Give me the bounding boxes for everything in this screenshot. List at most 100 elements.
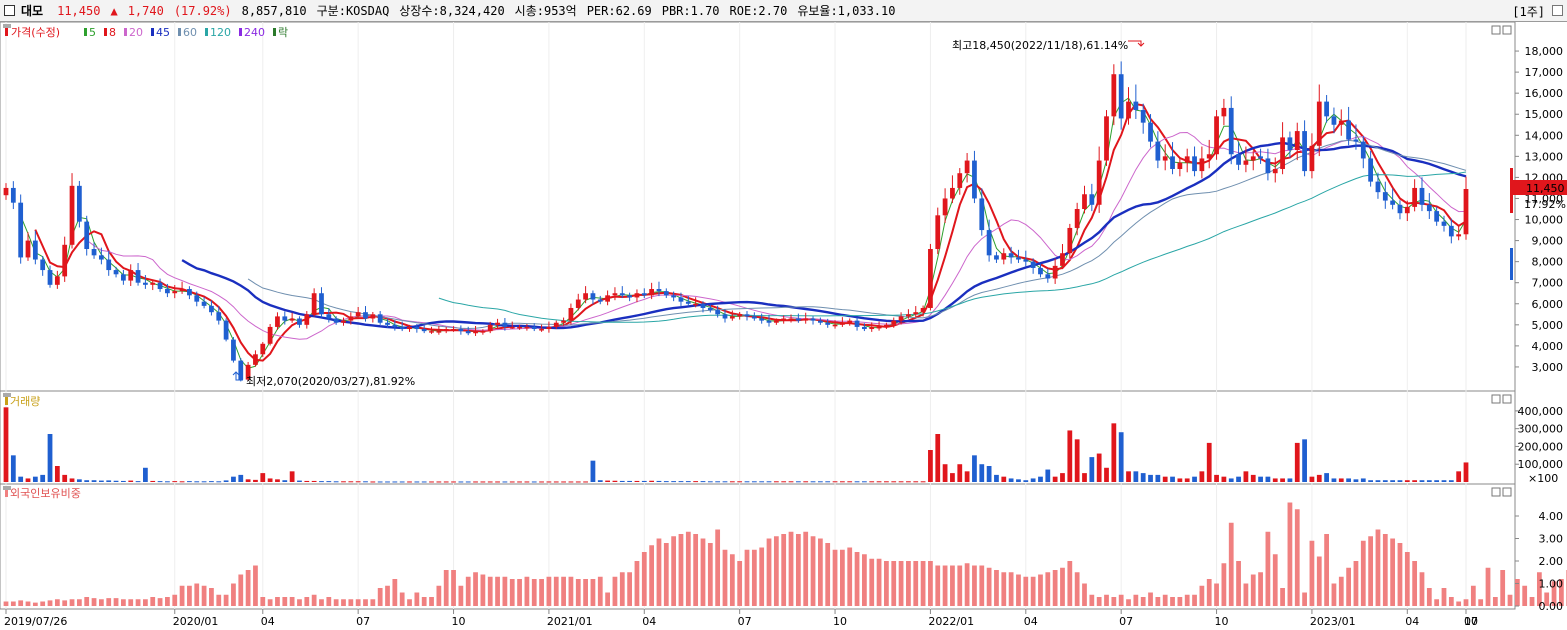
candle-body (751, 316, 757, 319)
foreign-bar (495, 576, 500, 606)
candle-body (1250, 156, 1256, 161)
foreign-bar (10, 601, 16, 606)
foreign-bar (994, 570, 999, 606)
close-icon[interactable] (1552, 5, 1563, 16)
foreign-bar (392, 579, 398, 606)
foreign-bar (1485, 567, 1491, 606)
legend-item-6: 240 (244, 26, 265, 39)
volume-bar (1302, 439, 1307, 482)
stock-chart[interactable]: 3,000 4,000 5,000 6,000 7,000 8,000 9,000 10,00… (0, 22, 1567, 630)
volume-bar (825, 481, 831, 483)
low-annotation: 최저2,070(2020/03/27),81.92% (246, 375, 415, 388)
volume-bar (759, 481, 765, 483)
select-checkbox[interactable] (4, 5, 15, 16)
close-icon (1502, 394, 1512, 404)
foreign-bar (1060, 567, 1065, 606)
volume-bar (1206, 442, 1212, 482)
foreign-bar (722, 549, 728, 606)
volume-bar (854, 481, 860, 483)
foreign-bar (744, 549, 750, 606)
foreign-bar (1038, 574, 1043, 606)
volume-bar (370, 481, 376, 483)
foreign-bar (847, 547, 853, 606)
candle-body (1016, 257, 1021, 260)
candle-body (172, 291, 178, 294)
panel-buttons[interactable] (3, 24, 1512, 497)
candle-body (1265, 158, 1271, 174)
foreign-bar (1272, 554, 1278, 606)
volume-bar (135, 481, 141, 483)
foreign-bar (553, 576, 559, 606)
candle-body (1184, 156, 1190, 163)
foreign-bar (1346, 567, 1351, 606)
volume-bar (341, 481, 346, 483)
volume-bar (693, 481, 699, 483)
candle-body (377, 314, 383, 323)
price-tick-label: 4,000 (1532, 340, 1564, 353)
volume-bar (524, 481, 530, 483)
legend-item-1: 8 (109, 26, 116, 39)
legend-main: 가격(수정) (11, 26, 60, 39)
foreign-bar (69, 599, 75, 606)
foreign-bar (1067, 561, 1073, 606)
minimize-icon (1491, 487, 1501, 497)
foreign-bar (465, 576, 471, 606)
minimize-icon (1491, 394, 1501, 404)
volume-bar (143, 467, 148, 482)
volume-bar (1412, 480, 1418, 482)
candle-body (986, 230, 992, 256)
volume-bar (627, 480, 633, 482)
candle-body (319, 293, 324, 315)
candle-body (619, 293, 625, 296)
candle-body (862, 326, 867, 330)
volume-bar (76, 479, 82, 482)
foreign-bar (1448, 597, 1454, 606)
volume-bar (209, 481, 214, 483)
volume-bar (363, 481, 368, 483)
foreign-bar (1140, 597, 1146, 606)
candle-body (1082, 194, 1087, 209)
market-cap: 시총:953억 (514, 4, 577, 18)
period-selector[interactable]: [1주] (1512, 5, 1545, 19)
volume-bar (509, 481, 515, 483)
volume-bar (1214, 474, 1219, 482)
volume-bar (84, 480, 90, 482)
volume-bar (906, 481, 911, 483)
foreign-bar (619, 572, 625, 606)
candle-body (884, 324, 889, 327)
foreign-bar (561, 576, 566, 606)
date-tick-label: 04 (1405, 615, 1419, 628)
volume-bar (414, 481, 420, 483)
foreign-bar (685, 531, 691, 606)
foreign-bar (143, 599, 148, 606)
foreign-bar (1492, 597, 1498, 606)
candle-body (311, 293, 317, 315)
candle-body (1074, 209, 1080, 228)
volume-bar (1126, 471, 1131, 482)
foreign-bar (964, 563, 970, 606)
foreign-bar (1162, 594, 1168, 606)
price-tick-label: 15,000 (1525, 108, 1564, 121)
candle-body (1228, 107, 1234, 155)
foreign-bar (715, 529, 721, 606)
volume-bar (253, 479, 258, 482)
volume-bar (311, 480, 317, 482)
volume-bar (1346, 478, 1351, 482)
volume-bar (172, 481, 178, 483)
foreign-bar (231, 583, 236, 606)
volume-bar (121, 480, 126, 482)
volume-bar (575, 481, 581, 483)
candle-body (1030, 261, 1036, 268)
volume-bar (979, 464, 985, 482)
candle-body (143, 282, 148, 285)
volume-bar (781, 481, 787, 483)
foreign-bar (458, 585, 464, 606)
candle-body (693, 303, 699, 306)
foreign-bar (121, 599, 126, 606)
volume-bar (817, 481, 823, 483)
moving-average-line (438, 171, 1467, 323)
candle-body (553, 322, 559, 327)
price-tick-label: 14,000 (1525, 129, 1564, 142)
candle-body (157, 282, 163, 290)
last-price-tag (1512, 180, 1567, 195)
